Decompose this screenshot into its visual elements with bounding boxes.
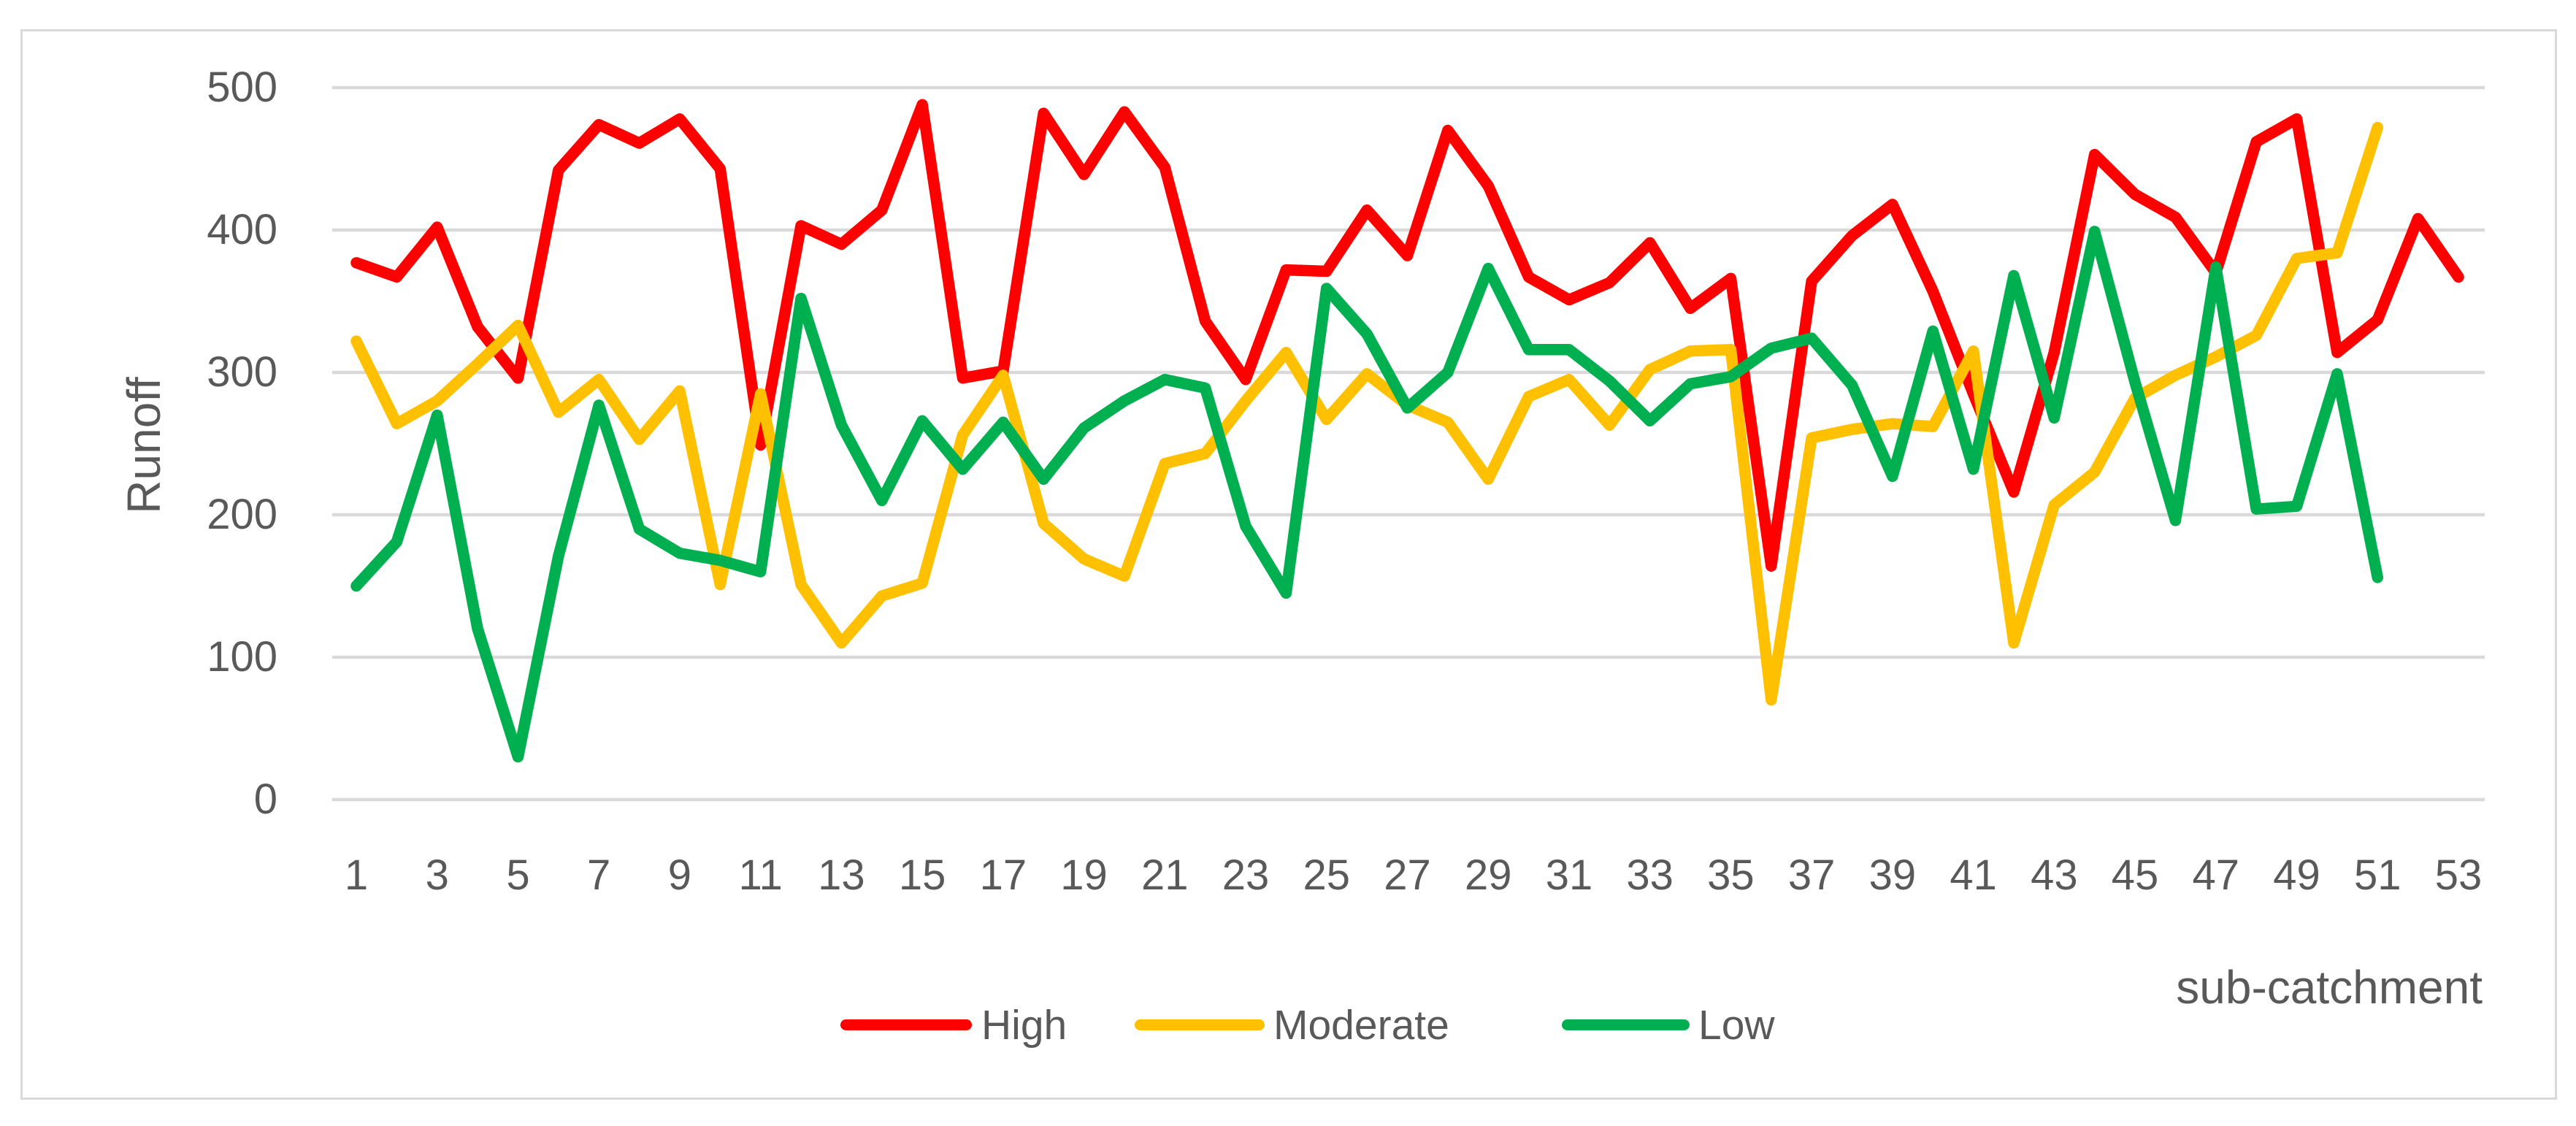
y-tick-label-400: 400 [207, 206, 277, 253]
x-tick-label-29: 29 [1464, 851, 1512, 899]
x-tick-label-33: 33 [1626, 851, 1674, 899]
series-line-moderate [350, 121, 2384, 706]
legend-swatch-moderate [1135, 1019, 1265, 1030]
y-tick-label-300: 300 [207, 348, 277, 396]
x-tick-label-49: 49 [2273, 851, 2320, 899]
x-tick-label-23: 23 [1222, 851, 1270, 899]
y-tick-label-0: 0 [253, 775, 277, 823]
x-tick-label-45: 45 [2111, 851, 2159, 899]
x-tick-label-53: 53 [2434, 851, 2483, 899]
x-tick-label-5: 5 [506, 851, 530, 899]
x-tick-label-21: 21 [1141, 851, 1189, 899]
series-line-high [350, 99, 2464, 572]
legend-label-moderate: Moderate [1273, 1002, 1449, 1049]
x-tick-label-13: 13 [818, 851, 865, 899]
x-tick-label-35: 35 [1707, 851, 1755, 899]
x-tick-label-47: 47 [2192, 851, 2240, 899]
x-axis-title: sub-catchment [2176, 961, 2483, 1014]
x-tick-label-43: 43 [2031, 851, 2078, 899]
x-tick-label-37: 37 [1787, 851, 1836, 899]
y-axis-title: Runoff [118, 377, 170, 514]
x-tick-label-15: 15 [898, 851, 946, 899]
x-tick-label-27: 27 [1384, 851, 1431, 899]
legend-swatch-high [840, 1019, 972, 1030]
series-lines [350, 99, 2464, 763]
x-tick-label-11: 11 [738, 851, 783, 899]
y-tick-label-200: 200 [207, 491, 277, 538]
gridlines [332, 85, 2485, 802]
x-tick-label-31: 31 [1545, 851, 1593, 899]
x-tick-label-41: 41 [1950, 851, 1997, 899]
x-tick-label-1: 1 [344, 851, 369, 899]
x-tick-label-51: 51 [2354, 851, 2401, 899]
legend-label-low: Low [1698, 1002, 1775, 1049]
y-tick-label-100: 100 [207, 633, 277, 681]
x-tick-label-25: 25 [1303, 851, 1351, 899]
x-tick-label-7: 7 [587, 851, 611, 899]
y-tick-label-500: 500 [207, 64, 277, 111]
x-tick-label-17: 17 [979, 851, 1027, 899]
legend-swatch-low [1562, 1019, 1690, 1030]
x-tick-label-3: 3 [425, 851, 449, 899]
x-tick-label-9: 9 [667, 851, 692, 899]
series-line-low [350, 226, 2384, 763]
legend-label-high: High [981, 1002, 1067, 1049]
x-tick-label-39: 39 [1868, 851, 1917, 899]
x-tick-label-19: 19 [1060, 851, 1108, 899]
